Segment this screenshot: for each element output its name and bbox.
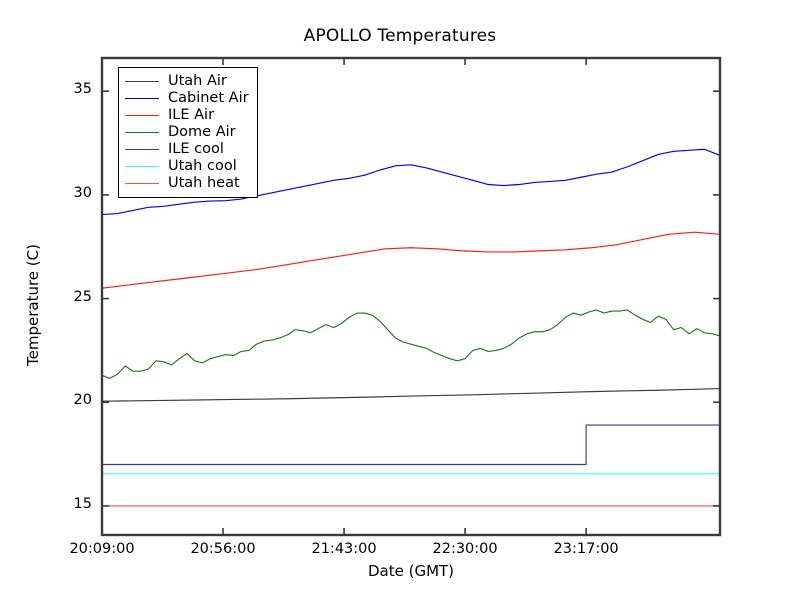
series-line-ile-air (101, 231, 721, 289)
y-tick-label: 35 (73, 81, 92, 98)
legend-item-utah-air[interactable]: Utah Air (125, 73, 249, 90)
legend-item-label: Utah cool (168, 158, 237, 174)
x-tick-label: 20:09:00 (69, 541, 135, 557)
legend-swatch-icon (125, 98, 159, 99)
legend-item-label: ILE Air (168, 107, 215, 123)
legend-item-label: Utah heat (168, 175, 240, 191)
axes-frame (100, 56, 722, 537)
x-tick-label: 23:17:00 (553, 541, 619, 557)
legend-swatch-icon (125, 115, 159, 116)
legend-item-utah-cool[interactable]: Utah cool (125, 158, 249, 175)
x-tick-label: 22:30:00 (432, 541, 498, 557)
legend-item-label: Utah Air (168, 73, 227, 89)
legend-swatch-icon (125, 166, 159, 167)
x-axis-label: Date (GMT) (367, 562, 455, 580)
legend-swatch-icon (125, 132, 159, 133)
series-line-cabinet-air (101, 148, 721, 216)
series-line-utah-air (101, 388, 721, 402)
y-tick-label: 15 (73, 495, 92, 512)
legend-item-label: Dome Air (168, 124, 236, 140)
y-tick-label: 20 (73, 392, 92, 409)
x-tick-label: 21:43:00 (311, 541, 377, 557)
legend-swatch-icon (125, 81, 159, 82)
legend-swatch-icon (125, 183, 159, 184)
legend-swatch-icon (125, 149, 159, 150)
chart-title: APOLLO Temperatures (303, 26, 497, 46)
legend-item-utah-heat[interactable]: Utah heat (125, 175, 249, 192)
series-line-dome-air (101, 309, 721, 379)
legend-item-dome-air[interactable]: Dome Air (125, 124, 249, 141)
legend-item-ile-cool[interactable]: ILE cool (125, 141, 249, 158)
legend-item-ile-air[interactable]: ILE Air (125, 107, 249, 124)
axis-ticks (101, 58, 720, 535)
legend-item-cabinet-air[interactable]: Cabinet Air (125, 90, 249, 107)
series-line-ile-cool (101, 424, 721, 466)
chart-legend: Utah Air Cabinet Air ILE Air Dome Air ILE co… (118, 67, 258, 198)
y-axis-label: Temperature (C) (24, 244, 42, 366)
x-tick-label: 20:56:00 (190, 541, 256, 557)
series-layer (101, 148, 721, 507)
plot-frame (100, 56, 722, 537)
y-tick-label: 30 (73, 184, 92, 201)
legend-item-label: ILE cool (168, 141, 224, 157)
legend-item-label: Cabinet Air (168, 90, 249, 106)
y-tick-label: 25 (73, 288, 92, 305)
